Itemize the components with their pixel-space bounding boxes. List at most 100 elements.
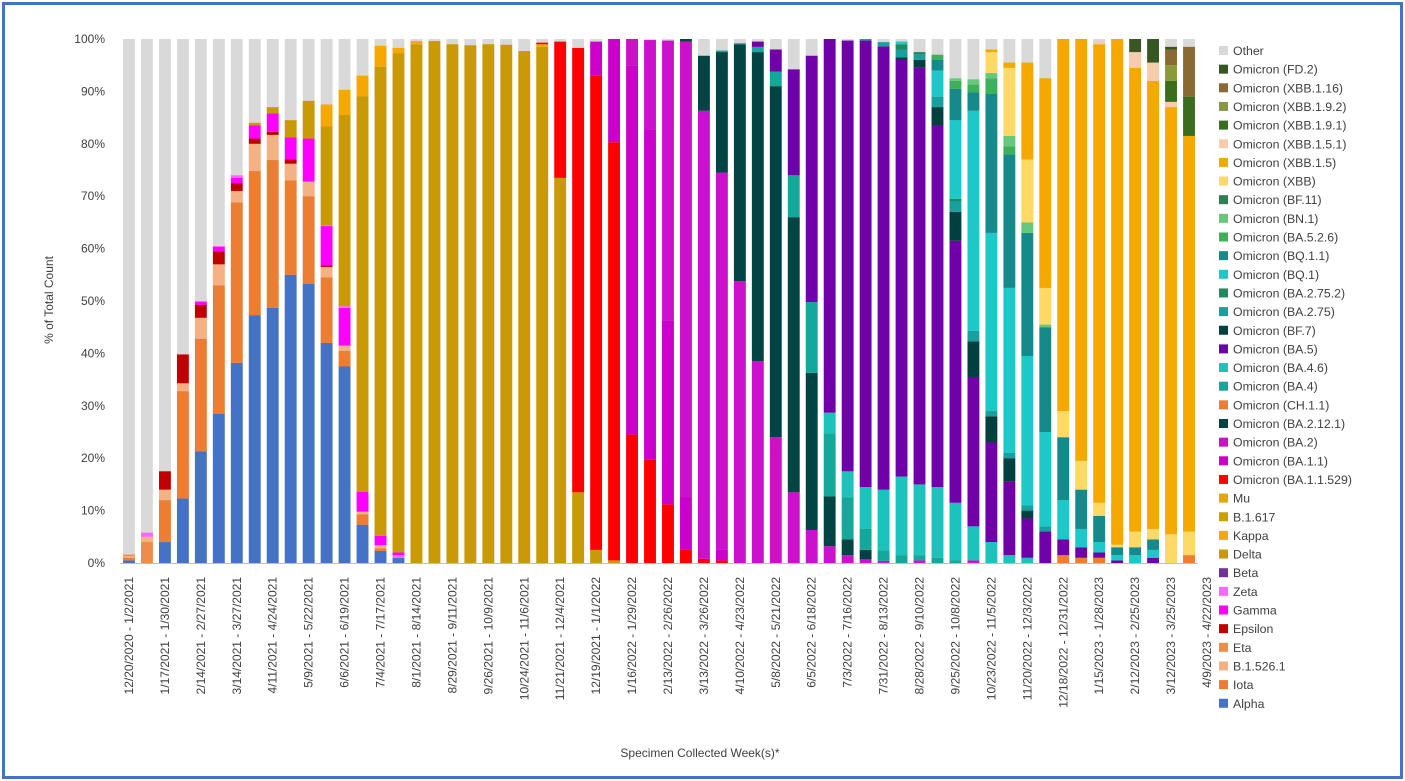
y-tick-label: 90% bbox=[81, 84, 105, 98]
legend-swatch-mu bbox=[1219, 493, 1228, 503]
bar-segment-omicron-ba-2-75 bbox=[949, 201, 962, 212]
bar-segment-eta bbox=[123, 554, 135, 557]
bar-segment-omicron-ba-5 bbox=[751, 41, 764, 47]
bar-segment-omicron-bq-1 bbox=[967, 110, 980, 331]
bar-segment-omicron-ba-2 bbox=[877, 560, 890, 563]
bar-segment-omicron-ba-2 bbox=[697, 110, 710, 559]
bar-segment-omicron-ba-4-6 bbox=[913, 484, 926, 556]
bar-segment-omicron-ba-1-1-529 bbox=[697, 558, 710, 563]
bar-segment-omicron-bn-1 bbox=[967, 79, 980, 85]
bar-segment-epsilon bbox=[320, 265, 333, 267]
bar-segment-delta bbox=[500, 44, 513, 564]
bar-segment-epsilon bbox=[230, 183, 243, 191]
legend-swatch-omicron-ba-1-1-529 bbox=[1219, 474, 1228, 484]
bar-segment-omicron-ba-4 bbox=[859, 528, 872, 550]
bar-segment-omicron-bf-7 bbox=[931, 107, 944, 126]
bar-segment-omicron-ba-4 bbox=[877, 550, 890, 561]
bar-segment-omicron-ba-5 bbox=[967, 376, 980, 527]
bar-segment-omicron-ba-2 bbox=[733, 281, 746, 563]
x-tick-label: 2/14/2021 - 2/27/2021 bbox=[194, 577, 208, 695]
bar-segment-alpha bbox=[356, 524, 369, 563]
legend-swatch-delta bbox=[1219, 549, 1228, 559]
y-tick-label: 20% bbox=[81, 451, 105, 465]
bar-segment-omicron-ba-2 bbox=[626, 39, 638, 66]
bar-segment-b-1-526-1 bbox=[338, 345, 351, 351]
bar-segment-omicron-ba-4-6 bbox=[841, 471, 854, 498]
bar-segment-omicron-ba-2-75 bbox=[895, 49, 908, 58]
bar-segment-alpha bbox=[320, 342, 333, 563]
bar-segment-omicron-ba-4 bbox=[787, 175, 800, 218]
bar-segment-omicron-ba-4-6 bbox=[967, 526, 980, 561]
legend-label-iota: Iota bbox=[1233, 678, 1254, 692]
bar-segment-omicron-ba-4 bbox=[895, 555, 908, 563]
bar-segment-omicron-ba-2-12-1 bbox=[787, 217, 800, 493]
bar-segment-omicron-ba-2 bbox=[715, 172, 728, 550]
bar-segment-epsilon bbox=[266, 131, 279, 135]
bar-segment-epsilon bbox=[212, 251, 225, 265]
legend-label-omicron-xbb: Omicron (XBB) bbox=[1233, 175, 1316, 189]
bar-segment-omicron-ba-5-2-6 bbox=[1003, 146, 1016, 155]
bar-segment-gamma bbox=[302, 138, 315, 182]
bar-segment-alpha bbox=[176, 498, 189, 563]
legend-label-omicron-bf-7: Omicron (BF.7) bbox=[1233, 324, 1316, 338]
bar-segment-omicron-bq-1-1 bbox=[967, 92, 980, 111]
bar-segment-omicron-ba-1-1-529 bbox=[608, 142, 621, 561]
bar-segment-delta bbox=[338, 114, 351, 307]
bar-segment-b-1-526-1 bbox=[158, 489, 171, 501]
legend-label-gamma: Gamma bbox=[1233, 604, 1277, 618]
legend-swatch-beta bbox=[1219, 568, 1228, 578]
other-background-layer bbox=[123, 39, 1195, 563]
bar-segment-iota bbox=[158, 500, 171, 543]
bar-segment-omicron-ba-5 bbox=[895, 59, 908, 477]
bar-segment-zeta bbox=[320, 225, 333, 227]
bar-segment-omicron-ba-5 bbox=[877, 46, 890, 490]
bar-segment-omicron-bf-7 bbox=[949, 211, 962, 241]
bar-segment-b-1-526-1 bbox=[266, 134, 279, 161]
bar-segment-omicron-ba-2-75 bbox=[859, 39, 872, 41]
bar-segment-omicron-xbb-1-5-1 bbox=[1129, 52, 1142, 68]
bar-segment-omicron-ba-5 bbox=[931, 125, 944, 488]
legend-label-omicron-ba-5-2-6: Omicron (BA.5.2.6) bbox=[1233, 231, 1338, 245]
bar-segment-eta bbox=[141, 542, 153, 563]
bar-segment-omicron-bq-1 bbox=[895, 41, 908, 45]
x-tick-label: 12/19/2021 - 1/1/2022 bbox=[589, 577, 603, 695]
x-tick-label: 5/8/2022 - 5/21/2022 bbox=[769, 577, 783, 688]
legend-label-omicron-xbb-1-9-1: Omicron (XBB.1.9.1) bbox=[1233, 119, 1346, 133]
bar-segment-delta bbox=[284, 120, 297, 138]
bar-segment-b-1-526-1 bbox=[141, 536, 153, 543]
bar-segment-epsilon bbox=[284, 159, 297, 164]
bar-segment-gamma bbox=[392, 552, 405, 556]
bar-segment-omicron-ba-2-12-1 bbox=[751, 52, 764, 362]
bar-segment-omicron-xbb-1-5-1 bbox=[1147, 62, 1160, 81]
bar-segment-omicron-xbb bbox=[1111, 544, 1124, 548]
bar-segment-kappa bbox=[536, 44, 549, 47]
bar-segment-alpha bbox=[194, 451, 207, 563]
bar-segment-omicron-ba-5 bbox=[1093, 552, 1106, 558]
bar-segment-omicron-bq-1-1 bbox=[949, 88, 962, 121]
x-tick-label: 4/11/2021 - 4/24/2021 bbox=[266, 577, 280, 694]
legend-swatch-omicron-xbb-1-5 bbox=[1219, 157, 1228, 167]
bar-segment-alpha bbox=[266, 307, 279, 563]
legend-swatch-omicron-ch-1-1 bbox=[1219, 400, 1228, 410]
bar-segment-gamma bbox=[284, 137, 297, 160]
x-tick-label: 4/10/2022 - 4/23/2022 bbox=[733, 577, 747, 695]
bar-segment-omicron-ba-1-1 bbox=[662, 320, 674, 505]
bar-segment-omicron-ba-4 bbox=[805, 302, 818, 373]
legend-swatch-omicron-ba-4-6 bbox=[1219, 363, 1228, 373]
legend-label-omicron-ch-1-1: Omicron (CH.1.1) bbox=[1233, 398, 1329, 412]
bar-segment-zeta bbox=[338, 306, 351, 308]
legend-swatch-omicron-bq-1 bbox=[1219, 269, 1228, 279]
bar-segment-omicron-bf-7 bbox=[967, 341, 980, 377]
bar-segment-omicron-ba-2-12-1 bbox=[715, 52, 728, 173]
bars-layer bbox=[123, 39, 1195, 564]
bar-segment-b-1-526-1 bbox=[320, 266, 333, 278]
bar-segment-omicron-ba-4-6 bbox=[877, 489, 890, 551]
bar-segment-gamma bbox=[374, 535, 387, 546]
y-tick-label: 0% bbox=[88, 556, 106, 570]
bar-segment-omicron-ba-5 bbox=[1075, 547, 1088, 558]
bar-segment-omicron-bq-1-1 bbox=[1021, 232, 1034, 357]
x-tick-label: 8/29/2021 - 9/11/2021 bbox=[445, 577, 459, 694]
bar-segment-delta bbox=[446, 44, 459, 564]
bar-segment-omicron-ba-1-1-529 bbox=[626, 434, 638, 563]
bar-segment-omicron-ba-2 bbox=[662, 40, 674, 321]
